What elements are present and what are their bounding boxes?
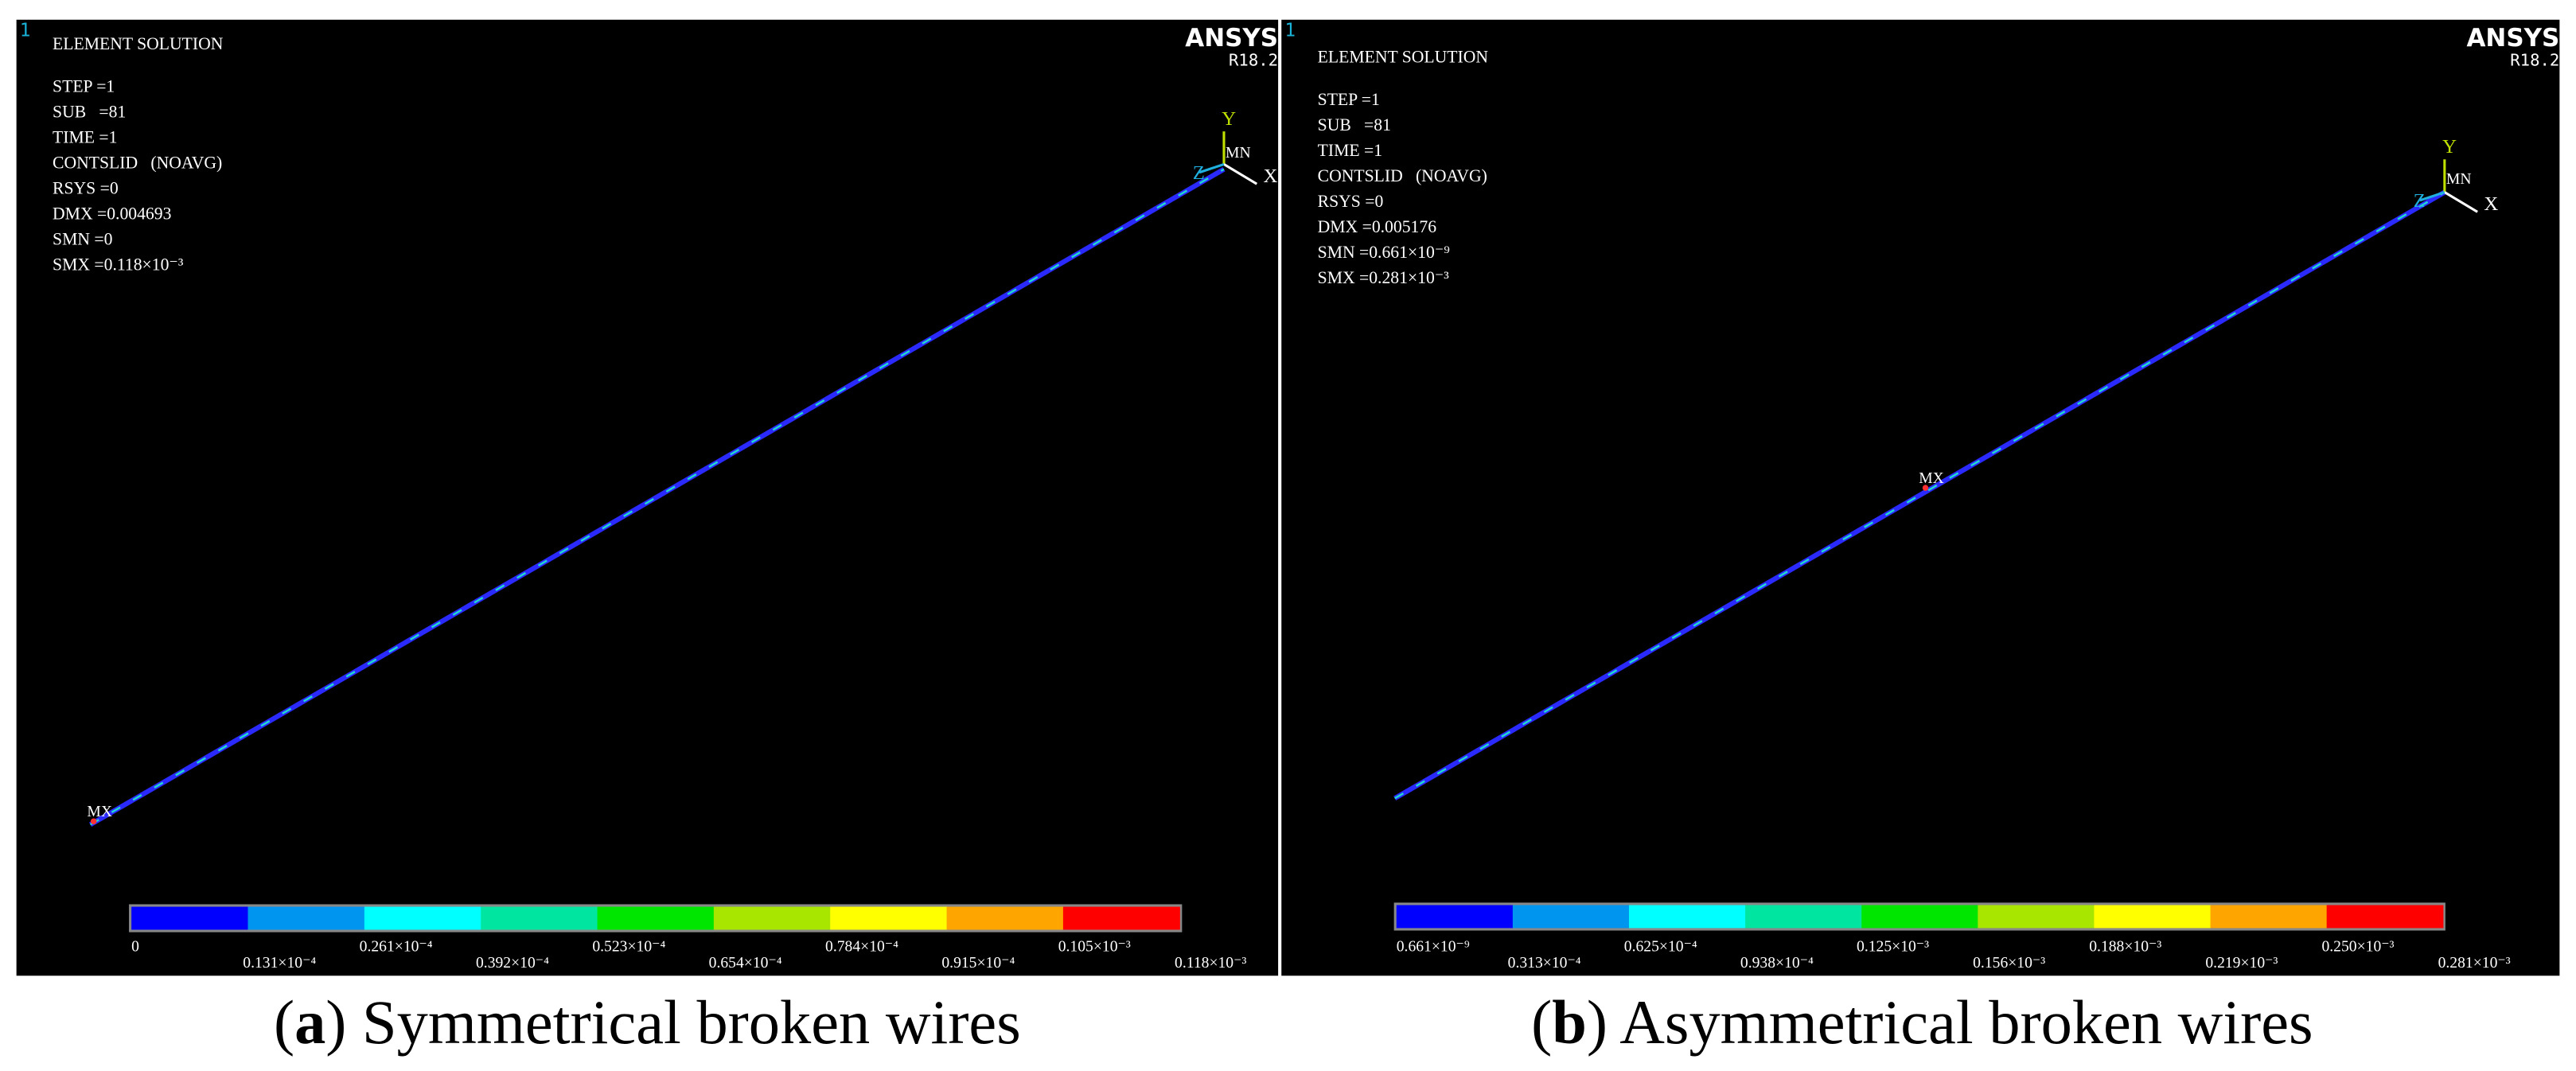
colorbar-label: 0.392×10⁻⁴ xyxy=(476,955,549,972)
caption-part: a xyxy=(294,987,325,1057)
info-line: TIME =1 xyxy=(1318,141,1382,160)
result-title: ELEMENT SOLUTION xyxy=(1318,47,1489,66)
colorbar-label: 0.105×10⁻³ xyxy=(1058,938,1131,955)
version: R18.2 xyxy=(1229,51,1278,70)
colorbar-label: 0.250×10⁻³ xyxy=(2321,938,2394,955)
axis-x xyxy=(1223,163,1258,185)
info-line: DMX =0.004693 xyxy=(53,204,171,224)
colorbar-label: 0.261×10⁻⁴ xyxy=(360,938,433,955)
colorbar-swatch xyxy=(1062,906,1180,930)
colorbar-swatch xyxy=(247,906,365,930)
colorbar-swatch xyxy=(2210,905,2328,929)
colorbar-label: 0.219×10⁻³ xyxy=(2205,955,2278,972)
colorbar-label: 0.188×10⁻³ xyxy=(2089,938,2161,955)
info-line: STEP =1 xyxy=(1318,90,1380,109)
result-title: ELEMENT SOLUTION xyxy=(53,34,224,53)
info-line: SUB =81 xyxy=(53,103,126,122)
axis-z xyxy=(2419,191,2445,202)
colorbar-swatch xyxy=(364,906,481,930)
axis-y-label: Y xyxy=(1222,108,1236,130)
caption: (a) Symmetrical broken wires xyxy=(274,987,1021,1057)
colorbar-label: 0.523×10⁻⁴ xyxy=(592,938,665,955)
colorbar-swatch xyxy=(830,906,948,930)
wire-contour xyxy=(89,168,1225,826)
viewport xyxy=(1281,19,2560,976)
axis-y-label: Y xyxy=(2442,136,2457,158)
colorbar-swatch xyxy=(1396,905,1514,929)
colorbar-swatch xyxy=(481,906,598,930)
info-line: CONTSLID (NOAVG) xyxy=(53,154,222,173)
viewport xyxy=(16,19,1279,976)
colorbar-label: 0 xyxy=(131,938,139,955)
colorbar-label: 0.915×10⁻⁴ xyxy=(941,955,1015,972)
axis-x xyxy=(2444,191,2478,213)
caption: (b) Asymmetrical broken wires xyxy=(1531,987,2313,1057)
colorbar-swatch xyxy=(131,906,249,930)
colorbar-swatch xyxy=(2094,905,2212,929)
colorbar-swatch xyxy=(1861,905,1978,929)
window-number: 1 xyxy=(20,20,31,41)
colorbar-label: 0.784×10⁻⁴ xyxy=(825,938,898,955)
colorbar-label: 0.938×10⁻⁴ xyxy=(1740,955,1814,972)
colorbar-swatch xyxy=(1978,905,2095,929)
colorbar-label: 0.281×10⁻³ xyxy=(2438,955,2511,972)
colorbar-swatch xyxy=(1745,905,1862,929)
caption-part: ) Asymmetrical broken wires xyxy=(1587,987,2313,1057)
info-line: RSYS =0 xyxy=(1318,192,1384,211)
window-number: 1 xyxy=(1284,20,1296,41)
colorbar-swatch xyxy=(2326,905,2444,929)
colorbar-label: 0.118×10⁻³ xyxy=(1175,955,1246,972)
ansys-panel: 1 ELEMENT SOLUTION STEP =1 SUB =81 TIME =1 CO… xyxy=(1281,19,2560,1057)
info-line: CONTSLID (NOAVG) xyxy=(1318,166,1487,185)
colorbar-swatch xyxy=(1512,905,1630,929)
max-marker xyxy=(1922,485,1929,491)
colorbar-label: 0.313×10⁻⁴ xyxy=(1508,955,1581,972)
min-label: MN xyxy=(1226,145,1251,162)
max-label: MX xyxy=(87,804,112,820)
axis-x-label: X xyxy=(2484,193,2498,215)
colorbar-label: 0.654×10⁻⁴ xyxy=(709,955,782,972)
caption-part: ( xyxy=(1531,987,1552,1057)
caption-part: ) Symmetrical broken wires xyxy=(325,987,1020,1057)
info-line: TIME =1 xyxy=(53,128,117,147)
axis-x-label: X xyxy=(1264,166,1278,187)
axis-z-label: Z xyxy=(1193,162,1205,184)
version: R18.2 xyxy=(2510,51,2559,70)
info-line: DMX =0.005176 xyxy=(1318,217,1437,236)
wire-contour xyxy=(1394,191,2445,800)
info-line: SMX =0.118×10⁻³ xyxy=(53,255,184,275)
colorbar-swatch xyxy=(1628,905,1746,929)
info-line: SMN =0.661×10⁻⁹ xyxy=(1318,243,1450,262)
ansys-panel: 1 ELEMENT SOLUTION STEP =1 SUB =81 TIME =1 CO… xyxy=(16,19,1279,1057)
ansys-logo: ANSYS xyxy=(1185,24,1278,53)
axis-z-label: Z xyxy=(2414,190,2426,212)
info-line: SUB =81 xyxy=(1318,115,1391,134)
info-line: STEP =1 xyxy=(53,77,115,96)
info-line: RSYS =0 xyxy=(53,179,119,198)
axis-z xyxy=(1198,162,1225,174)
colorbar-label: 0.625×10⁻⁴ xyxy=(1624,938,1697,955)
colorbar-label: 0.156×10⁻³ xyxy=(1973,955,2045,972)
ansys-logo: ANSYS xyxy=(2466,24,2559,53)
colorbar-swatch xyxy=(597,906,715,930)
max-marker xyxy=(90,818,97,824)
colorbar-swatch xyxy=(946,906,1064,930)
colorbar-label: 0.661×10⁻⁹ xyxy=(1397,938,1470,955)
info-line: SMN =0 xyxy=(53,230,112,249)
colorbar-swatch xyxy=(713,906,831,930)
info-line: SMX =0.281×10⁻³ xyxy=(1318,268,1450,287)
min-label: MN xyxy=(2446,171,2472,188)
colorbar-label: 0.131×10⁻⁴ xyxy=(243,955,316,972)
colorbar-label: 0.125×10⁻³ xyxy=(1857,938,1929,955)
max-label: MX xyxy=(1919,470,1944,487)
caption-part: ( xyxy=(274,987,294,1057)
caption-part: b xyxy=(1552,987,1587,1057)
